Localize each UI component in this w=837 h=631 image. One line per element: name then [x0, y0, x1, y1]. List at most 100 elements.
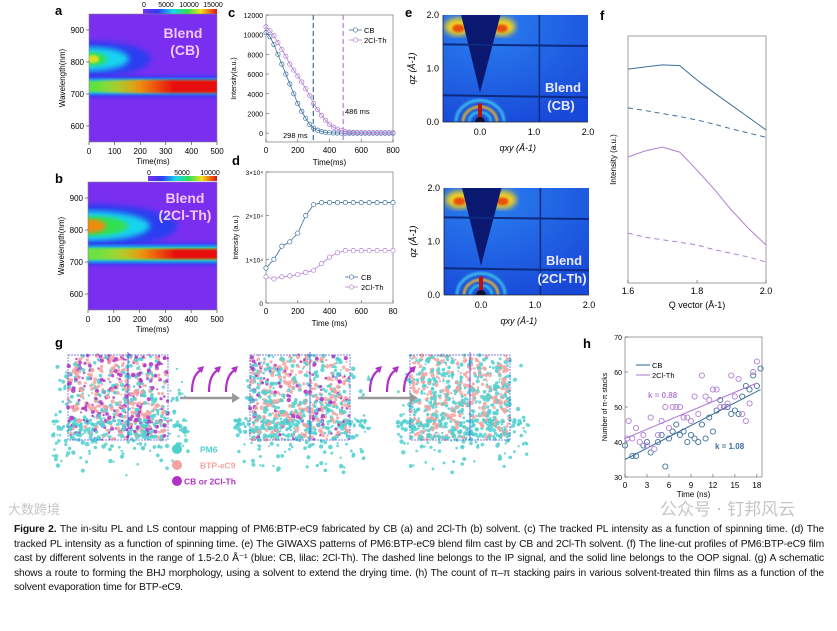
molecule-bead	[117, 358, 121, 362]
molecule-bead	[103, 395, 106, 398]
molecule-bead	[94, 399, 98, 404]
molecule-bead	[242, 459, 246, 464]
molecule-bead	[295, 384, 299, 388]
molecule-bead	[362, 414, 366, 417]
molecule-bead	[65, 371, 68, 374]
molecule-bead	[286, 397, 291, 403]
molecule-bead	[249, 359, 253, 363]
molecule-bead	[312, 431, 316, 435]
molecule-bead	[484, 378, 487, 381]
molecule-bead	[118, 430, 124, 436]
molecule-bead	[415, 373, 418, 376]
molecule-bead	[110, 388, 115, 393]
molecule-bead	[400, 426, 405, 431]
data-point	[728, 410, 735, 418]
molecule-bead	[259, 361, 262, 364]
molecule-bead	[90, 386, 95, 391]
molecule-bead	[462, 416, 466, 420]
molecule-bead	[283, 438, 287, 441]
molecule-bead	[297, 386, 302, 391]
molecule-bead	[135, 359, 139, 363]
molecule-bead	[268, 421, 272, 426]
molecule-bead	[360, 449, 364, 454]
molecule-bead	[437, 402, 441, 405]
molecule-bead	[324, 364, 330, 369]
data-point	[263, 30, 269, 36]
molecule-bead	[499, 393, 503, 396]
molecule-bead	[105, 432, 109, 436]
y-tick-label: 900	[70, 194, 84, 203]
molecule-bead	[145, 374, 150, 378]
molecule-bead	[163, 373, 168, 377]
molecule-bead	[324, 358, 328, 362]
molecule-bead	[461, 412, 464, 415]
molecule-bead	[401, 450, 406, 455]
molecule-bead	[439, 413, 444, 417]
molecule-bead	[80, 441, 83, 444]
molecule-bead	[78, 433, 83, 438]
molecule-bead	[316, 360, 319, 363]
molecule-bead	[422, 427, 425, 430]
molecule-bead	[442, 461, 446, 465]
molecule-bead	[90, 368, 95, 373]
beamstop	[474, 117, 485, 122]
molecule-bead	[320, 367, 325, 373]
molecule-bead	[341, 375, 345, 379]
molecule-bead	[244, 417, 248, 421]
molecule-bead	[437, 376, 441, 380]
molecule-bead	[466, 383, 471, 388]
molecule-bead	[307, 410, 310, 413]
molecule-bead	[292, 382, 295, 385]
molecule-bead	[100, 423, 103, 427]
molecule-bead	[335, 419, 339, 424]
molecule-bead	[85, 427, 91, 432]
molecule-bead	[452, 434, 456, 437]
molecule-bead	[70, 420, 73, 423]
molecule-bead	[303, 415, 306, 418]
molecule-bead	[97, 380, 101, 385]
molecule-bead	[442, 412, 445, 415]
molecule-bead	[471, 419, 475, 422]
molecule-bead	[130, 410, 135, 415]
molecule-bead	[85, 460, 89, 464]
molecule-bead	[70, 388, 76, 394]
molecule-bead	[273, 381, 278, 386]
molecule-bead	[444, 385, 447, 388]
molecule-bead	[107, 431, 111, 434]
molecule-bead	[71, 450, 76, 455]
colorbar	[143, 9, 217, 14]
molecule-bead	[403, 442, 406, 445]
molecule-bead	[449, 420, 453, 423]
molecule-bead	[306, 382, 310, 386]
molecule-bead	[338, 463, 344, 469]
molecule-bead	[143, 364, 147, 368]
heatmap-title: Blend	[164, 25, 203, 41]
molecule-bead	[269, 441, 274, 446]
molecule-bead	[102, 433, 107, 438]
beamstop-shadow	[462, 188, 502, 266]
molecule-bead	[133, 417, 139, 423]
molecule-bead	[83, 384, 86, 388]
molecule-bead	[53, 457, 58, 462]
molecule-bead	[493, 385, 498, 390]
data-point	[709, 386, 716, 393]
molecule-bead	[109, 355, 112, 358]
data-point	[640, 442, 647, 449]
molecule-bead	[55, 463, 61, 468]
molecule-bead	[274, 405, 278, 410]
molecule-bead	[184, 434, 187, 437]
molecule-bead	[69, 435, 73, 439]
molecule-bead	[66, 451, 71, 456]
molecule-bead	[116, 391, 120, 395]
molecule-bead	[288, 355, 292, 359]
molecule-bead	[123, 400, 128, 405]
molecule-bead	[90, 409, 95, 414]
molecule-bead	[327, 398, 330, 402]
molecule-bead	[339, 456, 342, 459]
molecule-bead	[99, 358, 105, 363]
data-point	[695, 410, 702, 418]
molecule-bead	[305, 406, 309, 410]
molecule-bead	[241, 421, 246, 426]
molecule-bead	[431, 467, 435, 471]
